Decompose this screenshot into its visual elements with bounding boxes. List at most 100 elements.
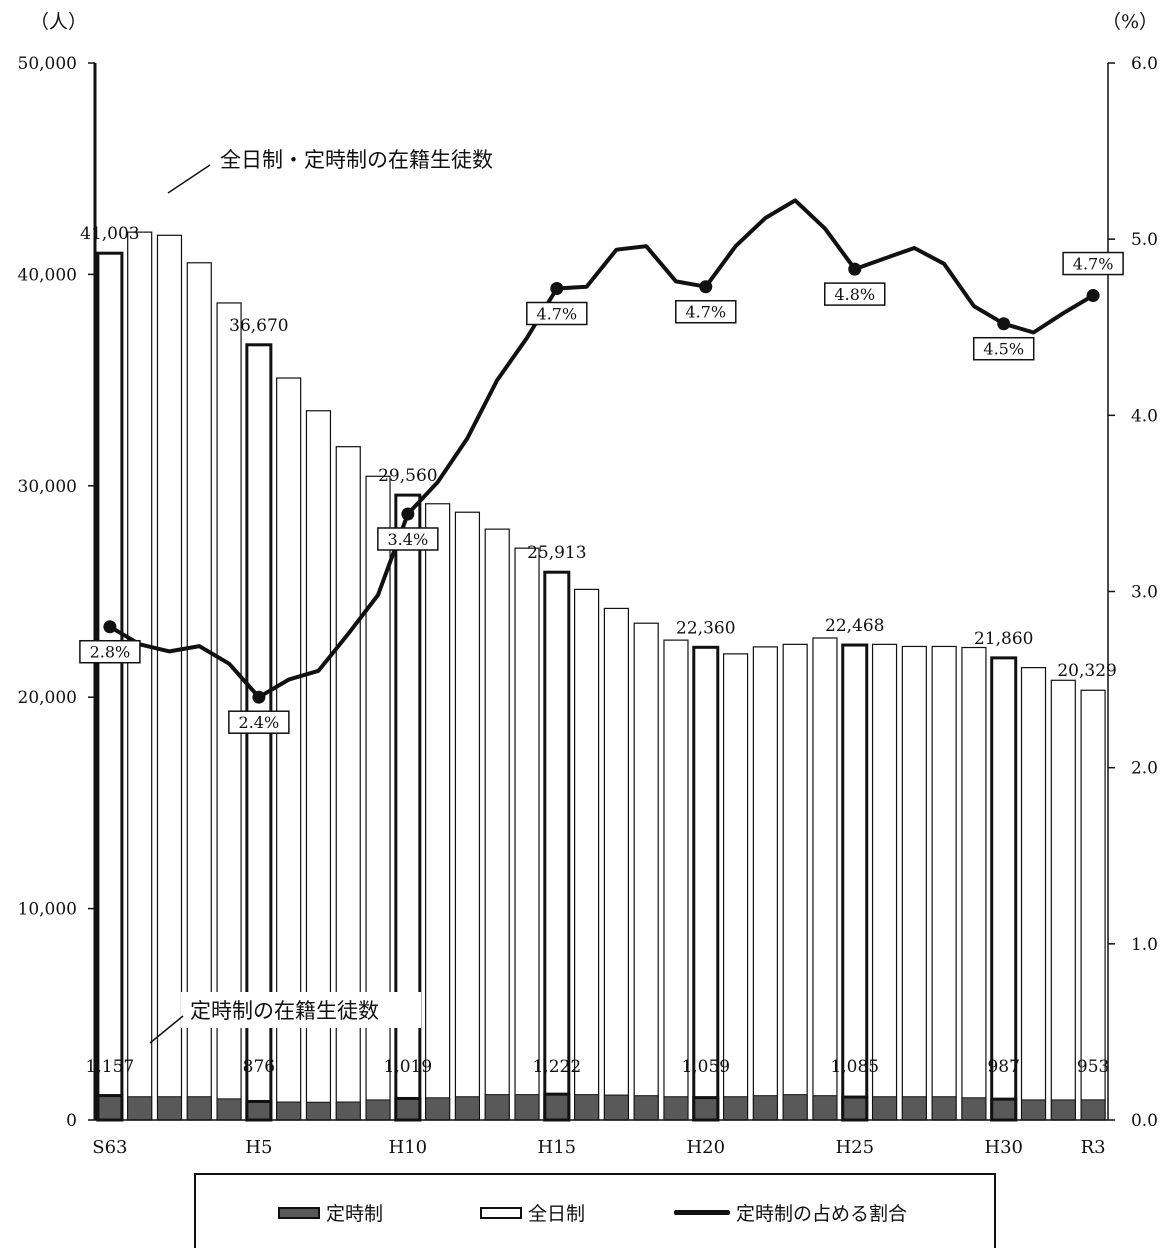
bar-fulltime: [1050, 679, 1076, 1121]
bar-parttime: [752, 1095, 778, 1121]
ratio-label: 3.4%: [388, 530, 429, 549]
bar-parttime: [663, 1096, 689, 1121]
bar-parttime: [990, 1097, 1018, 1122]
y-left-tick-label: 40,000: [18, 265, 77, 285]
legend-label-ratio: 定時制の占める割合: [736, 1203, 908, 1225]
bar-parttime: [1050, 1099, 1076, 1121]
ratio-label-box: [972, 336, 1035, 361]
annotation-total: 全日制・定時制の在籍生徒数: [220, 148, 493, 172]
bar-parttime: [156, 1096, 182, 1121]
bar-parttime: [514, 1094, 540, 1121]
bar-total-label: 25,913: [527, 543, 586, 563]
annotation-total-leader: [167, 164, 211, 194]
bar-fulltime: [186, 262, 212, 1121]
bar-fulltime: [543, 570, 571, 1122]
legend: 定時制 全日制 定時制の占める割合: [194, 1173, 996, 1248]
ratio-marker: [401, 507, 415, 521]
bar-parttime: [961, 1097, 987, 1121]
bar-fulltime: [722, 653, 749, 1121]
bar-fulltime: [1080, 689, 1106, 1121]
ratio-marker: [103, 620, 117, 634]
y-right-tick-label: 4.0: [1131, 406, 1158, 426]
x-tick-label: H20: [686, 1137, 725, 1158]
bar-parttime: [543, 1092, 571, 1122]
bar-fulltime: [812, 637, 838, 1121]
bar-fulltime: [454, 511, 481, 1121]
bar-parttime: [901, 1096, 927, 1121]
x-tick-label: H5: [245, 1137, 272, 1158]
ratio-label-box: [824, 282, 886, 306]
ratio-line: [108, 198, 1095, 700]
bar-fulltime: [901, 645, 927, 1121]
bar-fulltime: [841, 643, 869, 1122]
bar-parttime: [365, 1099, 391, 1121]
x-tick-label: R3: [1081, 1137, 1106, 1158]
legend-swatch-ratio: [674, 1210, 730, 1215]
y-right-tick-label: 0.0: [1131, 1111, 1158, 1131]
bar-fulltime: [871, 643, 898, 1121]
bar-parttime: [782, 1094, 808, 1121]
ratio-label: 2.8%: [90, 643, 131, 662]
bar-total-label: 21,860: [974, 629, 1033, 649]
bar-parttime: [574, 1094, 600, 1121]
y-left-tick-label: 20,000: [18, 688, 77, 708]
bar-part-label: 987: [987, 1057, 1019, 1077]
y-left-tick-label: 30,000: [18, 477, 77, 497]
bar-part-label: 953: [1077, 1057, 1109, 1077]
annotation-part-backdrop: [181, 992, 421, 1028]
y-right-tick-label: 5.0: [1131, 230, 1158, 250]
bar-parttime: [186, 1096, 212, 1121]
y-left-tick-label: 10,000: [18, 900, 77, 920]
bar-fulltime: [692, 645, 720, 1122]
ratio-label: 4.7%: [1073, 255, 1114, 274]
bar-parttime: [335, 1101, 361, 1121]
y-right-unit: （%）: [1102, 11, 1158, 33]
bar-fulltime: [961, 646, 987, 1121]
bar-total-label: 29,560: [378, 466, 437, 486]
ratio-marker: [252, 690, 266, 704]
bar-parttime: [245, 1099, 273, 1122]
bar-fulltime: [156, 234, 183, 1121]
bar-fulltime: [96, 251, 124, 1122]
annotation-part: 定時制の在籍生徒数: [190, 999, 379, 1023]
bar-fulltime: [663, 639, 689, 1121]
ratio-marker: [848, 262, 862, 276]
bar-parttime: [872, 1096, 898, 1121]
bar-part-label: 1,085: [830, 1057, 879, 1077]
y-left-tick-label: 0: [66, 1111, 77, 1131]
bar-parttime: [216, 1098, 242, 1121]
bar-fulltime: [1020, 667, 1047, 1121]
bar-fulltime: [990, 656, 1018, 1122]
bar-fulltime: [484, 528, 510, 1121]
bar-total-label: 36,670: [229, 316, 288, 336]
y-right-tick-label: 1.0: [1131, 935, 1158, 955]
ratio-label-box: [79, 639, 141, 664]
x-tick-label: H25: [835, 1137, 874, 1158]
ratio-marker: [550, 281, 564, 295]
bar-fulltime: [782, 643, 808, 1121]
bar-parttime: [1080, 1099, 1106, 1121]
ratio-label-box: [1062, 251, 1124, 276]
bar-parttime: [305, 1101, 331, 1121]
bar-fulltime: [633, 622, 659, 1121]
y-left-tick-label: 50,000: [18, 54, 77, 74]
bar-fulltime: [931, 645, 957, 1121]
legend-swatch-fulltime: [480, 1206, 522, 1219]
bar-fulltime: [514, 547, 540, 1121]
y-right-tick-label: 3.0: [1131, 583, 1158, 603]
bar-parttime: [425, 1097, 451, 1121]
bar-parttime: [484, 1094, 510, 1121]
bar-total-label: 22,360: [676, 618, 735, 638]
ratio-marker: [997, 317, 1011, 331]
bar-parttime: [96, 1094, 124, 1122]
ratio-marker: [699, 280, 713, 294]
bar-part-label: 1,222: [532, 1057, 581, 1077]
ratio-label: 2.4%: [239, 713, 280, 732]
bar-part-label: 876: [243, 1057, 275, 1077]
legend-item-ratio: 定時制の占める割合: [674, 1199, 907, 1226]
bar-fulltime: [574, 588, 600, 1121]
ratio-label: 4.7%: [685, 303, 726, 322]
ratio-label-box: [526, 301, 588, 326]
bar-parttime: [633, 1095, 659, 1121]
bar-parttime: [723, 1096, 749, 1121]
